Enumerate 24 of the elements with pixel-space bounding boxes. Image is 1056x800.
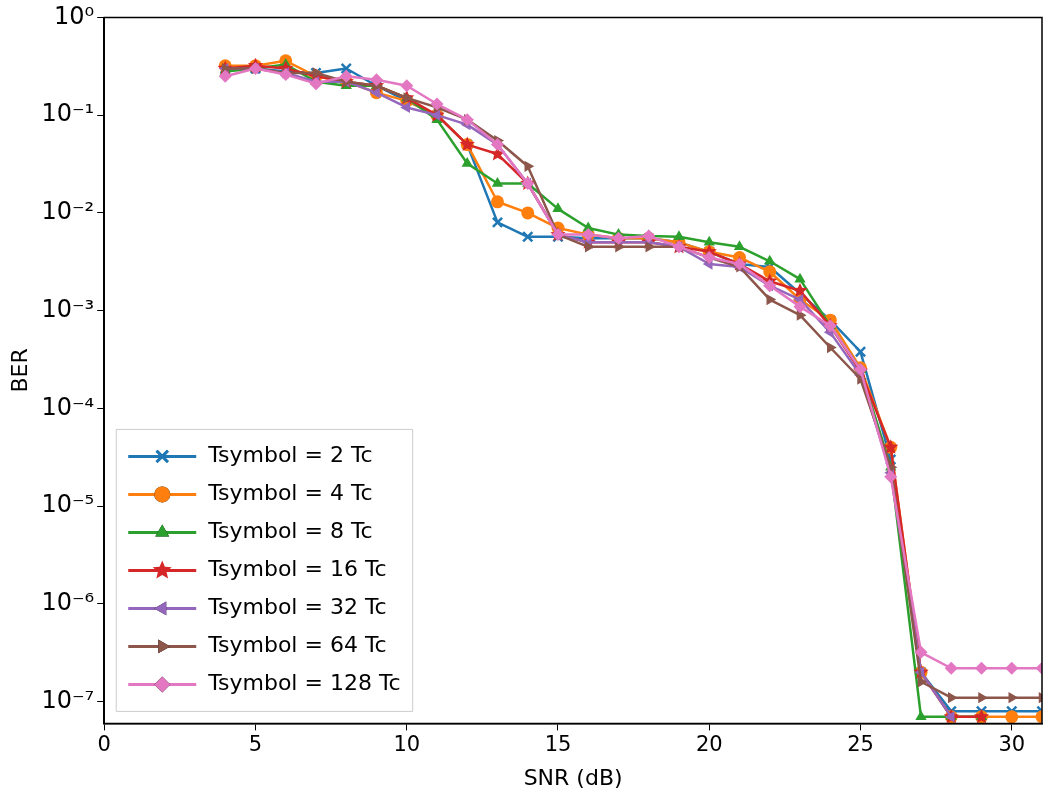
x-tick-label: 25: [847, 732, 874, 757]
y-axis-title: BER: [6, 348, 32, 393]
x-tick-label: 20: [695, 732, 723, 757]
legend-label: Tsymbol = 64 Tc: [207, 632, 387, 658]
y-tick-label: 10⁻¹: [41, 99, 95, 128]
y-tick-label: 10⁻⁵: [41, 490, 95, 519]
legend-label: Tsymbol = 16 Tc: [207, 556, 387, 582]
legend-label: Tsymbol = 2 Tc: [207, 442, 373, 468]
legend-label: Tsymbol = 128 Tc: [207, 670, 401, 696]
legend-label: Tsymbol = 8 Tc: [207, 518, 373, 544]
y-tick-label: 10⁻⁶: [41, 588, 95, 617]
x-tick-label: 15: [544, 732, 572, 757]
legend-label: Tsymbol = 32 Tc: [207, 594, 387, 620]
y-tick-label: 10⁻⁷: [41, 685, 95, 714]
legend-label: Tsymbol = 4 Tc: [207, 480, 373, 506]
x-axis-title: SNR (dB): [523, 764, 623, 790]
x-tick-label: 0: [97, 732, 111, 757]
y-tick-label: 10⁻⁴: [41, 392, 95, 421]
y-tick-label: 10⁰: [54, 1, 95, 30]
x-tick-label: 5: [248, 732, 263, 757]
y-tick-label: 10⁻²: [41, 197, 95, 226]
y-tick-label: 10⁻³: [41, 294, 95, 323]
x-tick-label: 30: [998, 732, 1026, 757]
x-tick-label: 10: [393, 732, 421, 757]
